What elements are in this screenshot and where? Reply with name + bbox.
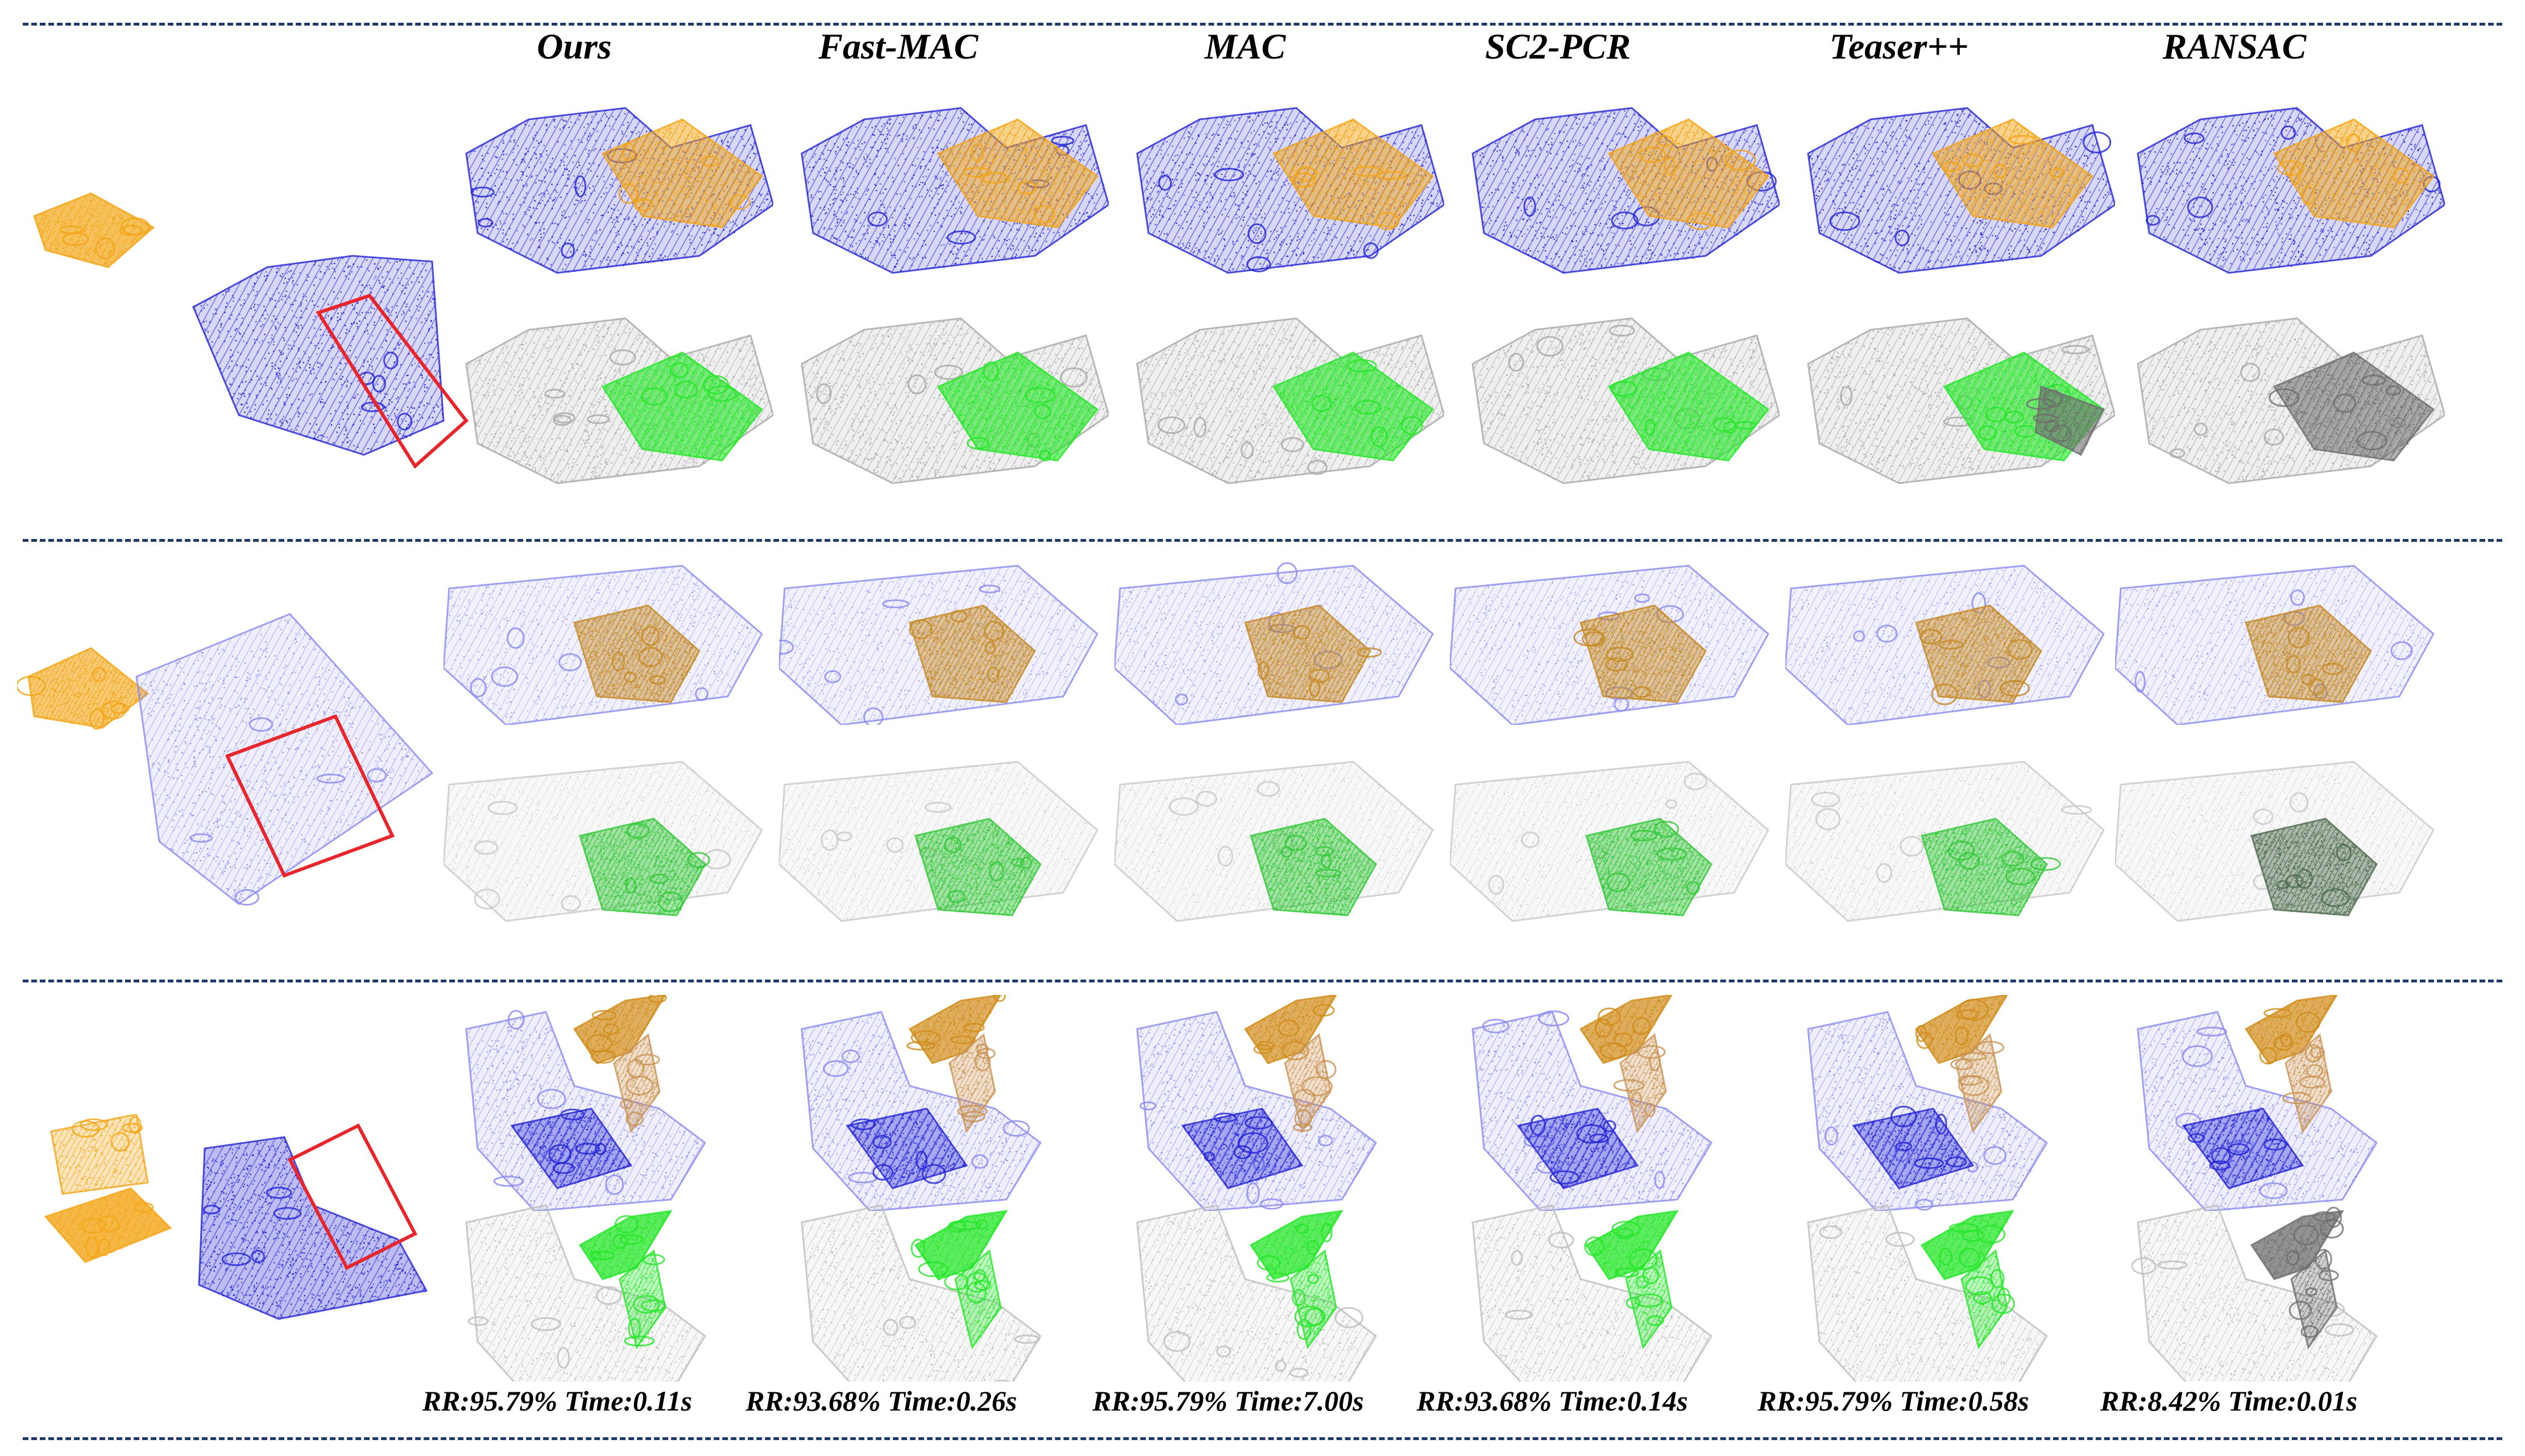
row2-result-overlay-1 bbox=[779, 739, 1109, 966]
row1-result-overlay-3 bbox=[1461, 284, 1780, 523]
row3-highlight-box bbox=[287, 1123, 418, 1270]
row2-result-color-5 bbox=[2115, 554, 2445, 725]
row3-result-overlay-2 bbox=[1114, 1200, 1433, 1382]
separator-2 bbox=[23, 980, 2502, 982]
separator-bottom bbox=[23, 1437, 2502, 1440]
separator-top bbox=[23, 23, 2502, 26]
row1-result-overlay-2 bbox=[1126, 284, 1444, 523]
row1-result-color-0 bbox=[455, 85, 773, 301]
row2-source-fragment bbox=[17, 625, 165, 739]
row3-result-overlay-0 bbox=[443, 1200, 762, 1382]
metric-teaser: RR:95.79% Time:0.58s bbox=[1723, 1384, 2064, 1417]
row2-result-overlay-0 bbox=[443, 739, 773, 966]
row1-result-color-5 bbox=[2126, 85, 2445, 301]
metric-mac: RR:95.79% Time:7.00s bbox=[1058, 1384, 1399, 1417]
method-title-mac: MAC bbox=[1086, 26, 1404, 68]
row2-result-overlay-2 bbox=[1114, 739, 1444, 966]
row2-result-overlay-4 bbox=[1785, 739, 2115, 966]
row2-result-color-1 bbox=[779, 554, 1109, 725]
row3-result-color-5 bbox=[2115, 995, 2433, 1211]
row3-result-color-4 bbox=[1785, 995, 2104, 1211]
method-title-ours: Ours bbox=[415, 26, 733, 68]
method-title-teaser: Teaser++ bbox=[1740, 26, 2058, 68]
row3-result-overlay-4 bbox=[1785, 1200, 2104, 1382]
row1-result-color-2 bbox=[1126, 85, 1444, 301]
row3-result-color-2 bbox=[1114, 995, 1433, 1211]
metric-ours: RR:95.79% Time:0.11s bbox=[387, 1384, 728, 1417]
row2-result-color-3 bbox=[1450, 554, 1780, 725]
metric-ransac: RR:8.42% Time:0.01s bbox=[2058, 1384, 2399, 1417]
metric-fast-mac: RR:93.68% Time:0.26s bbox=[711, 1384, 1052, 1417]
method-title-sc2-pcr: SC2-PCR bbox=[1399, 26, 1717, 68]
row2-result-color-0 bbox=[443, 554, 773, 725]
row1-result-color-4 bbox=[1797, 85, 2115, 301]
row1-result-overlay-1 bbox=[790, 284, 1109, 523]
row2-result-color-4 bbox=[1785, 554, 2115, 725]
row1-result-color-1 bbox=[790, 85, 1109, 301]
row2-result-overlay-5 bbox=[2115, 739, 2445, 966]
row3-result-color-3 bbox=[1450, 995, 1768, 1211]
row1-result-overlay-4 bbox=[1797, 284, 2115, 523]
row2-highlight-box bbox=[225, 714, 395, 878]
row2-result-overlay-3 bbox=[1450, 739, 1780, 966]
row1-result-overlay-0 bbox=[455, 284, 773, 523]
row2-result-color-2 bbox=[1114, 554, 1444, 725]
row1-highlight-box bbox=[316, 293, 469, 469]
row3-result-color-1 bbox=[779, 995, 1097, 1211]
row3-target-cloud bbox=[188, 1114, 438, 1330]
separator-1 bbox=[23, 539, 2502, 542]
row3-result-overlay-3 bbox=[1450, 1200, 1768, 1382]
row1-source-fragment bbox=[23, 171, 182, 284]
row1-result-color-3 bbox=[1461, 85, 1780, 301]
row3-result-overlay-5 bbox=[2115, 1200, 2433, 1382]
row3-source-fragment bbox=[34, 1114, 182, 1285]
row3-result-color-0 bbox=[443, 995, 762, 1211]
metric-sc2-pcr: RR:93.68% Time:0.14s bbox=[1382, 1384, 1723, 1417]
row1-result-overlay-5 bbox=[2126, 284, 2445, 523]
method-title-ransac: RANSAC bbox=[2075, 26, 2394, 68]
row3-result-overlay-1 bbox=[779, 1200, 1097, 1382]
method-title-fast-mac: Fast-MAC bbox=[739, 26, 1058, 68]
row1-target-cloud bbox=[182, 239, 478, 478]
row2-target-cloud bbox=[125, 603, 455, 910]
